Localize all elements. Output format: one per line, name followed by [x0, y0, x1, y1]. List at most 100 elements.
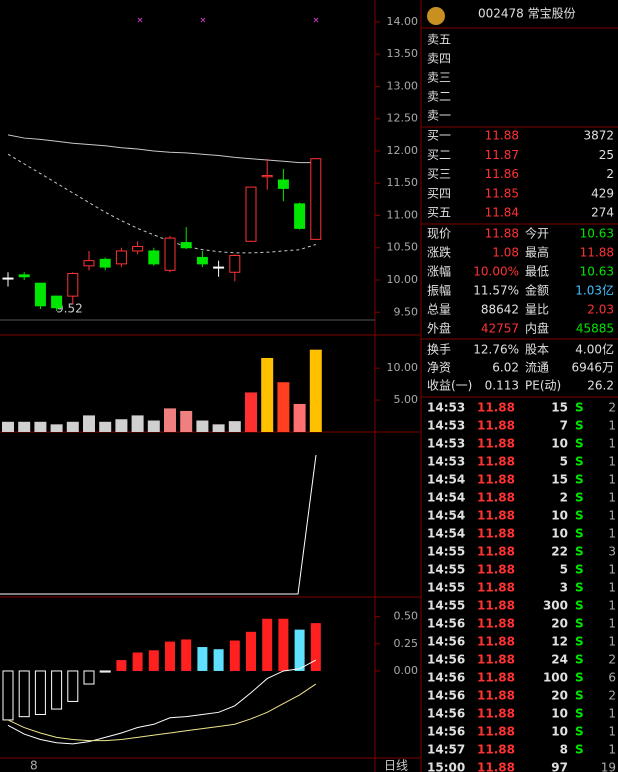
trade-time: 14:56 [427, 689, 465, 703]
trade-count: 1 [608, 635, 616, 649]
volume-bar [131, 415, 144, 432]
trade-count: 2 [608, 401, 616, 415]
trade-time: 14:53 [427, 419, 465, 433]
candle-body [148, 250, 160, 265]
trade-time: 14:57 [427, 743, 465, 757]
candle-body [213, 266, 225, 269]
trade-price: 11.88 [477, 689, 515, 703]
candle-body [261, 174, 273, 178]
candle-body [2, 277, 14, 280]
y-tick-label: 11.00 [387, 208, 419, 221]
trade-price: 11.88 [477, 437, 515, 451]
stat-value: 10.63 [580, 265, 614, 279]
trade-volume: 15 [551, 473, 568, 487]
trade-time: 14:53 [427, 437, 465, 451]
trade-price: 11.88 [477, 545, 515, 559]
macd-bar [99, 670, 111, 673]
trade-side: S [575, 455, 584, 469]
trade-count: 6 [608, 671, 616, 685]
candle-body [277, 179, 289, 189]
buy-label: 买一 [427, 129, 451, 143]
trade-volume: 8 [560, 743, 568, 757]
trade-volume: 10 [551, 509, 568, 523]
volume-bar [277, 382, 290, 432]
stock-title: 002478 常宝股份 [478, 7, 576, 21]
volume-bar [309, 349, 322, 432]
trade-count: 1 [608, 563, 616, 577]
sell-label: 卖一 [427, 109, 451, 123]
trade-volume: 300 [543, 599, 568, 613]
trade-volume: 20 [551, 689, 568, 703]
macd-bar [67, 670, 79, 702]
volume-bar [2, 421, 14, 432]
macd-bar [229, 640, 240, 671]
macd-bar [246, 631, 256, 671]
stat-label: 今开 [525, 226, 549, 241]
trade-price: 11.88 [477, 617, 515, 631]
macd-bar [262, 618, 273, 671]
volume-bar [18, 421, 31, 432]
stat-value: 0.113 [485, 379, 519, 393]
trade-price: 11.88 [477, 635, 515, 649]
trade-time: 14:56 [427, 671, 465, 685]
trade-time: 14:55 [427, 563, 465, 577]
buy-label: 买四 [427, 186, 451, 200]
candle-body [196, 256, 208, 265]
trade-price: 11.88 [477, 509, 515, 523]
trade-time: 14:55 [427, 599, 465, 613]
candle-body [180, 242, 192, 249]
trade-time: 14:54 [427, 509, 465, 523]
trade-count: 1 [608, 527, 616, 541]
macd-bar [310, 623, 321, 671]
y-tick-label: 12.00 [387, 144, 419, 157]
stat-label: 净资 [427, 361, 451, 375]
trade-count: 1 [608, 509, 616, 523]
trade-side: S [575, 473, 584, 487]
trade-side: S [575, 689, 584, 703]
trade-count: 1 [608, 707, 616, 721]
stat-label: 金额 [525, 283, 549, 298]
candle-body [310, 158, 322, 240]
trade-side: S [575, 491, 584, 505]
candle-body [132, 245, 144, 252]
trade-count: 1 [608, 725, 616, 739]
sell-label: 卖二 [427, 90, 451, 104]
trade-volume: 10 [551, 527, 568, 541]
stat-value: 12.76% [473, 343, 519, 357]
macd-bar [2, 670, 14, 721]
trade-side: S [575, 653, 584, 667]
trade-time: 14:55 [427, 545, 465, 559]
y-tick-label: 5.00 [394, 393, 419, 406]
y-tick-label: 0.25 [394, 637, 419, 650]
trade-volume: 5 [560, 455, 568, 469]
period[interactable]: 日线 [384, 759, 408, 772]
stat-label: 量比 [525, 303, 549, 317]
buy-volume: 2 [606, 167, 614, 181]
volume-bar [83, 415, 95, 432]
candle-body [67, 273, 79, 297]
trade-count: 1 [608, 491, 616, 505]
y-tick-label: 0.00 [394, 664, 419, 677]
y-tick-label: 12.50 [387, 112, 419, 125]
stat-value: 10.00% [473, 265, 519, 279]
trade-side: S [575, 671, 584, 685]
trade-count: 1 [608, 617, 616, 631]
line [7, 683, 317, 742]
stat-value: 26.2 [587, 379, 614, 393]
stat-value: 11.57% [473, 284, 519, 298]
trade-count: 1 [608, 419, 616, 433]
trade-time: 14:53 [427, 455, 465, 469]
buy-volume: 274 [591, 206, 614, 220]
y-tick-label: 10.00 [387, 273, 419, 286]
buy-price: 11.85 [485, 186, 519, 200]
y-tick-label: 14.00 [387, 15, 419, 28]
trade-time: 14:54 [427, 527, 465, 541]
trade-time: 14:54 [427, 491, 465, 505]
trade-volume: 97 [551, 761, 568, 772]
stat-label: 内盘 [525, 321, 549, 336]
macd-bar [294, 629, 305, 671]
candle-body [294, 203, 306, 229]
volume-bar [66, 421, 79, 432]
trade-side: S [575, 563, 584, 577]
